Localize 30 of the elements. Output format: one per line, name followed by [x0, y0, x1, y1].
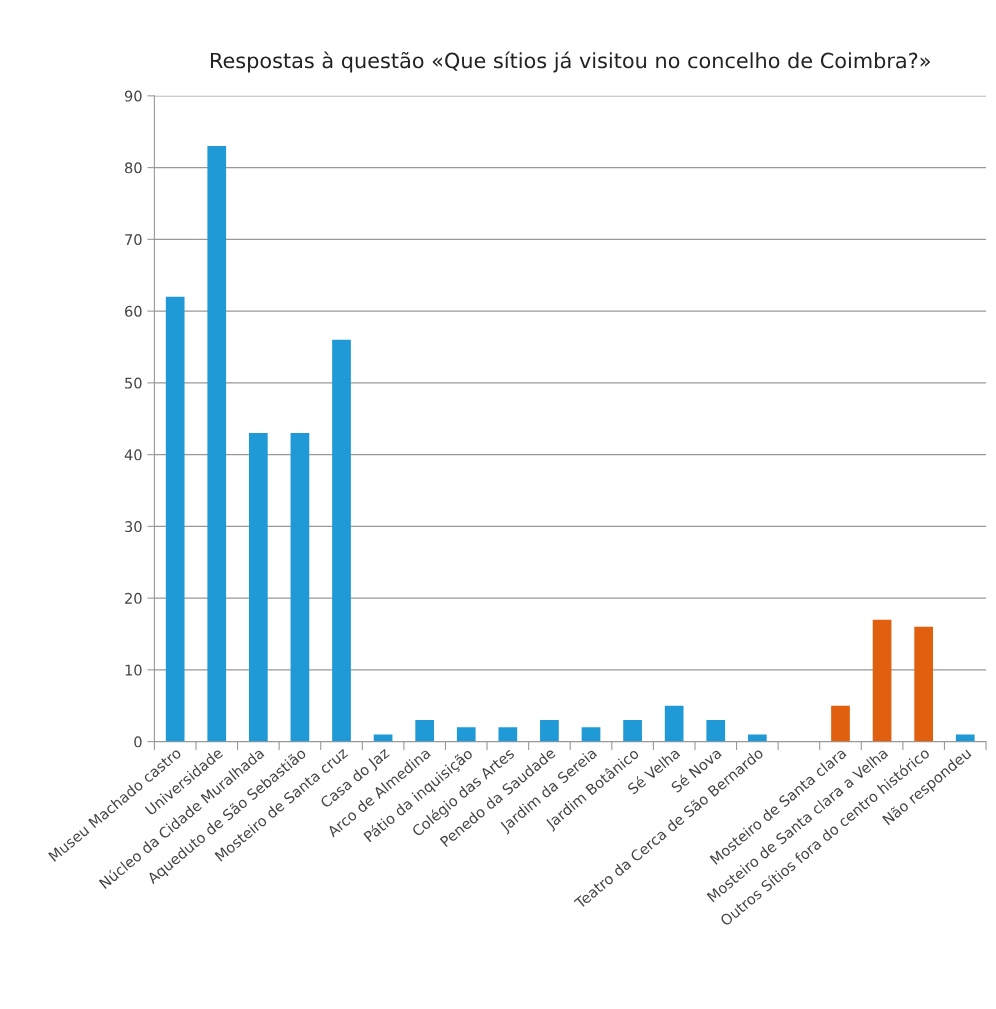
y-tick-label: 70 — [125, 234, 142, 246]
bar — [955, 734, 975, 742]
y-tick-label: 0 — [134, 736, 142, 748]
bar — [290, 433, 310, 742]
bar — [415, 720, 435, 742]
y-tick-label: 50 — [125, 377, 142, 389]
chart-title: Respostas à questão «Que sítios já visitou no concelho de Coimbra?» — [210, 51, 930, 73]
y-tick-label: 20 — [125, 592, 142, 604]
bar — [872, 619, 892, 742]
y-tick-label: 30 — [125, 521, 142, 533]
y-tick-label: 10 — [125, 664, 142, 676]
bar — [456, 727, 476, 742]
y-tick-label: 40 — [124, 449, 142, 461]
y-tick-label: 80 — [125, 162, 142, 174]
bar — [165, 296, 185, 742]
bar — [623, 720, 642, 742]
y-tick-label: 60 — [125, 305, 142, 317]
bar — [207, 146, 227, 742]
bar — [747, 734, 767, 742]
bar — [914, 626, 934, 742]
bar — [332, 339, 351, 742]
bar — [664, 705, 684, 742]
bar — [831, 705, 850, 742]
bar — [498, 727, 518, 742]
bar — [373, 734, 393, 742]
bar — [706, 720, 726, 742]
y-tick-label: 90 — [124, 90, 142, 102]
bar — [540, 720, 559, 742]
bar — [581, 727, 601, 742]
bar — [248, 433, 268, 742]
